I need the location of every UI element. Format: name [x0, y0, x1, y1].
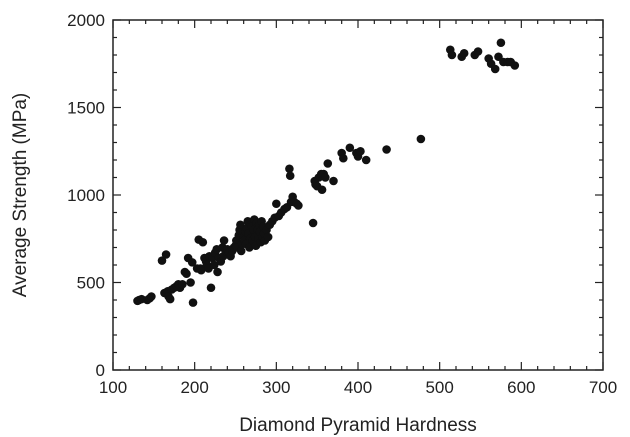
y-tick-label: 2000: [67, 11, 105, 30]
data-point: [186, 278, 195, 287]
x-tick-label: 300: [262, 378, 290, 397]
data-point: [236, 220, 245, 230]
data-point: [308, 218, 318, 228]
data-point: [165, 294, 175, 304]
data-point: [157, 256, 167, 265]
data-point: [329, 176, 338, 186]
x-tick-label: 500: [425, 378, 453, 397]
plot-frame: [112, 19, 604, 371]
data-point: [196, 265, 206, 275]
data-point: [356, 146, 365, 156]
x-tick-label: 100: [99, 378, 127, 397]
data-points: [133, 38, 520, 307]
data-point: [382, 145, 391, 154]
y-tick-label: 1000: [67, 186, 105, 205]
axis-ticks: [112, 19, 604, 371]
y-tick-label: 0: [96, 361, 105, 380]
data-point: [459, 48, 469, 58]
data-point: [294, 201, 303, 210]
data-point: [285, 164, 294, 174]
data-point: [188, 298, 198, 307]
data-point: [361, 155, 371, 165]
data-point: [209, 260, 219, 270]
data-point: [245, 243, 254, 252]
x-tick-label: 200: [180, 378, 208, 397]
data-point: [178, 279, 187, 289]
y-tick-label: 1500: [67, 99, 105, 118]
y-tick-labels: 0 500 1000 1500 2000: [67, 11, 105, 380]
data-point: [182, 269, 191, 279]
data-point: [187, 258, 197, 267]
y-tick-label: 500: [77, 274, 105, 293]
data-point: [198, 237, 208, 247]
x-tick-labels: 100 200 300 400 500 600 700: [99, 378, 617, 397]
data-point: [285, 171, 295, 181]
data-point: [219, 236, 229, 245]
x-axis-title: Diamond Pyramid Hardness: [239, 415, 477, 436]
data-point: [147, 292, 156, 301]
data-point: [161, 250, 171, 259]
data-point: [323, 159, 333, 168]
data-point: [236, 246, 246, 256]
data-point: [473, 47, 483, 56]
data-point: [206, 283, 216, 293]
x-tick-label: 600: [507, 378, 535, 397]
data-point: [416, 134, 426, 144]
data-point: [339, 153, 348, 163]
data-point: [263, 232, 273, 242]
data-point: [496, 38, 506, 48]
data-point: [490, 64, 500, 74]
data-point: [510, 61, 520, 70]
data-point: [272, 199, 281, 209]
data-point: [447, 50, 457, 60]
data-point: [321, 173, 330, 182]
data-point: [317, 185, 327, 195]
data-point: [213, 267, 222, 277]
data-point: [345, 143, 355, 153]
x-tick-label: 400: [344, 378, 372, 397]
x-tick-label: 700: [589, 378, 617, 397]
y-axis-title: Average Strength (MPa): [10, 93, 31, 298]
